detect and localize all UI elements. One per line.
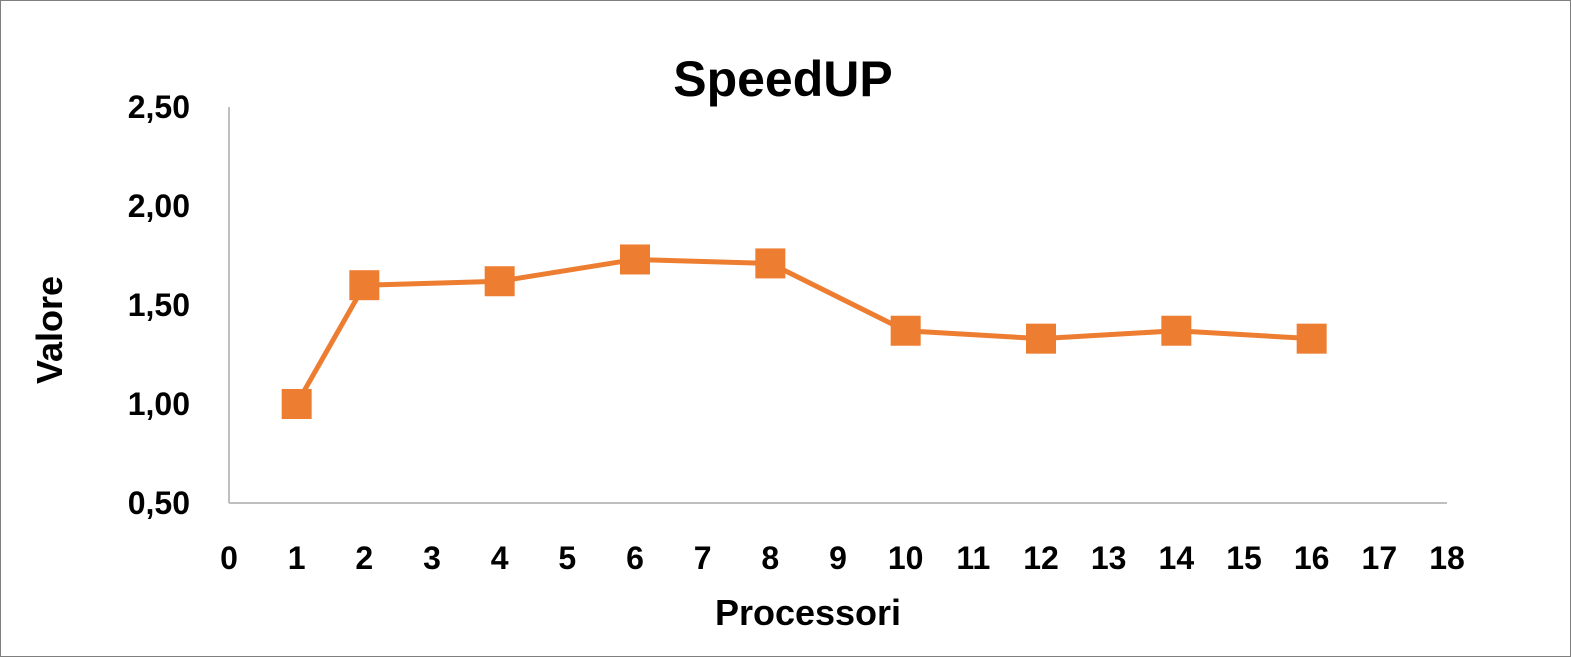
x-tick-label: 0 (220, 540, 238, 576)
x-tick-label: 18 (1429, 540, 1465, 576)
series-group (281, 244, 1327, 419)
x-tick-labels: 0 1 2 3 4 5 6 7 8 9 10 11 12 13 14 15 16 17 18 (220, 540, 1465, 576)
x-tick-label: 8 (761, 540, 779, 576)
x-tick-label: 15 (1226, 540, 1262, 576)
data-point-marker (890, 315, 921, 346)
x-tick-label: 10 (888, 540, 924, 576)
data-point-marker (620, 244, 650, 275)
x-tick-label: 6 (626, 540, 644, 576)
y-tick-label: 2,50 (128, 89, 190, 125)
chart-title: SpeedUP (673, 51, 893, 107)
x-tick-label: 1 (288, 540, 306, 576)
data-point-marker (1296, 323, 1327, 354)
x-tick-label: 12 (1023, 540, 1059, 576)
series-line (294, 256, 1312, 406)
y-tick-label: 2,00 (128, 188, 190, 224)
x-tick-label: 9 (829, 540, 847, 576)
x-axis-label: Processori (715, 592, 901, 633)
data-point-marker (1026, 323, 1056, 354)
x-tick-label: 14 (1159, 540, 1195, 576)
x-tick-label: 4 (491, 540, 509, 576)
x-tick-label: 3 (423, 540, 441, 576)
data-point-marker (349, 270, 380, 301)
y-tick-label: 1,50 (128, 287, 190, 323)
x-tick-label: 11 (956, 540, 990, 576)
y-tick-labels: 0,50 1,00 1,50 2,00 2,50 (128, 89, 190, 521)
data-point-marker (755, 248, 786, 279)
x-tick-label: 17 (1362, 540, 1398, 576)
x-tick-label: 16 (1294, 540, 1330, 576)
y-tick-label: 1,00 (128, 386, 190, 422)
data-point-marker (281, 389, 312, 419)
x-tick-label: 13 (1091, 540, 1127, 576)
y-tick-label: 0,50 (128, 485, 190, 521)
data-point-marker (484, 266, 515, 297)
x-tick-label: 5 (558, 540, 576, 576)
data-point-marker (1161, 315, 1192, 346)
x-tick-label: 7 (694, 540, 712, 576)
y-axis-label: Valore (29, 276, 70, 384)
x-tick-label: 2 (355, 540, 373, 576)
